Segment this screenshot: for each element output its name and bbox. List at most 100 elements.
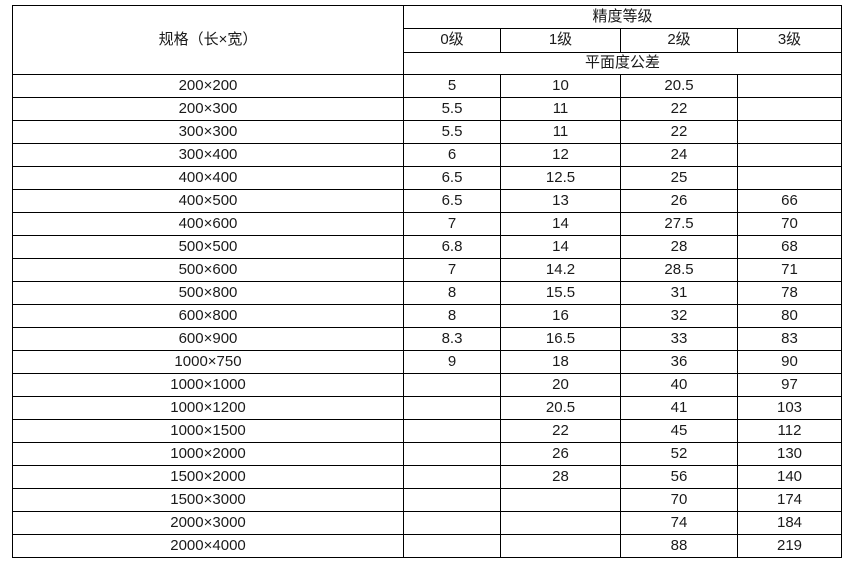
- value-cell: 52: [620, 442, 738, 466]
- value-cell: 26: [620, 189, 738, 213]
- value-cell: 20.5: [620, 74, 738, 98]
- spec-cell: 500×800: [12, 281, 404, 305]
- spec-cell: 1500×2000: [12, 465, 404, 489]
- value-cell: 184: [736, 511, 843, 535]
- value-cell: 14: [500, 235, 621, 259]
- value-cell: 15.5: [500, 281, 621, 305]
- value-cell: 22: [500, 419, 621, 443]
- value-cell: 31: [620, 281, 738, 305]
- table-row: 600×800 8 16 32 80: [12, 304, 843, 328]
- value-cell: 9: [403, 350, 501, 374]
- spec-cell: 1000×2000: [12, 442, 404, 466]
- spec-cell: 1000×1000: [12, 373, 404, 397]
- value-cell: 88: [620, 534, 738, 558]
- table-row: 400×600 7 14 27.5 70: [12, 212, 843, 236]
- table-row: 1000×1500 22 45 112: [12, 419, 843, 443]
- spec-cell: 500×600: [12, 258, 404, 282]
- table-row: 1500×2000 28 56 140: [12, 465, 843, 489]
- value-cell: [736, 166, 843, 190]
- spec-cell: 200×300: [12, 97, 404, 121]
- spec-cell: 600×900: [12, 327, 404, 351]
- spec-header-cell: 规格（长×宽）: [12, 5, 404, 75]
- spec-cell: 2000×3000: [12, 511, 404, 535]
- table-row: 400×400 6.5 12.5 25: [12, 166, 843, 190]
- spec-cell: 500×500: [12, 235, 404, 259]
- value-cell: 28: [500, 465, 621, 489]
- value-cell: 140: [736, 465, 843, 489]
- table-row: 300×300 5.5 11 22: [12, 120, 843, 144]
- spec-cell: 1000×1500: [12, 419, 404, 443]
- value-cell: 18: [500, 350, 621, 374]
- value-cell: 74: [620, 511, 738, 535]
- value-cell: 6.8: [403, 235, 501, 259]
- table-row: 1000×1200 20.5 41 103: [12, 396, 843, 420]
- flatness-tolerance-table: 规格（长×宽） 精度等级 0级 1级 2级 3级 平面度公差 200×200 5 1…: [12, 5, 843, 558]
- value-cell: 90: [736, 350, 843, 374]
- value-cell: 36: [620, 350, 738, 374]
- value-cell: 112: [736, 419, 843, 443]
- value-cell: 97: [736, 373, 843, 397]
- value-cell: 28: [620, 235, 738, 259]
- value-cell: 45: [620, 419, 738, 443]
- table-row: 500×800 8 15.5 31 78: [12, 281, 843, 305]
- value-cell: 130: [736, 442, 843, 466]
- spec-cell: 400×600: [12, 212, 404, 236]
- spec-cell: 200×200: [12, 74, 404, 98]
- value-cell: 16.5: [500, 327, 621, 351]
- value-cell: [403, 442, 501, 466]
- flatness-tolerance-header-cell: 平面度公差: [402, 52, 843, 75]
- value-cell: 20: [500, 373, 621, 397]
- spec-cell: 600×800: [12, 304, 404, 328]
- value-cell: 174: [736, 488, 843, 512]
- value-cell: 13: [500, 189, 621, 213]
- table-row: 1000×2000 26 52 130: [12, 442, 843, 466]
- value-cell: 6.5: [403, 166, 501, 190]
- value-cell: 7: [403, 212, 501, 236]
- value-cell: 68: [736, 235, 843, 259]
- value-cell: 22: [620, 97, 738, 121]
- value-cell: 103: [736, 396, 843, 420]
- value-cell: 10: [500, 74, 621, 98]
- value-cell: 20.5: [500, 396, 621, 420]
- precision-grade-header-cell: 精度等级: [402, 5, 843, 29]
- value-cell: [403, 419, 501, 443]
- spec-cell: 2000×4000: [12, 534, 404, 558]
- value-cell: [403, 465, 501, 489]
- table-row: 1000×750 9 18 36 90: [12, 350, 843, 374]
- value-cell: [736, 120, 843, 144]
- spec-cell: 1000×750: [12, 350, 404, 374]
- value-cell: 14.2: [500, 258, 621, 282]
- value-cell: 78: [736, 281, 843, 305]
- value-cell: 11: [500, 97, 621, 121]
- value-cell: [736, 97, 843, 121]
- table-row: 2000×4000 88 219: [12, 534, 843, 558]
- table-body: 200×200 5 10 20.5 200×300 5.5 11 22 300×300 5.5 11…: [12, 74, 843, 558]
- table-row: 500×600 7 14.2 28.5 71: [12, 258, 843, 282]
- spec-cell: 1000×1200: [12, 396, 404, 420]
- value-cell: 41: [620, 396, 738, 420]
- grade-2-header-cell: 2级: [620, 28, 738, 53]
- spec-cell: 300×400: [12, 143, 404, 167]
- value-cell: 80: [736, 304, 843, 328]
- table-row: 400×500 6.5 13 26 66: [12, 189, 843, 213]
- value-cell: [736, 74, 843, 98]
- value-cell: 56: [620, 465, 738, 489]
- value-cell: 11: [500, 120, 621, 144]
- value-cell: 83: [736, 327, 843, 351]
- spec-cell: 400×500: [12, 189, 404, 213]
- grade-3-header-cell: 3级: [736, 28, 843, 53]
- table-header: 规格（长×宽） 精度等级 0级 1级 2级 3级 平面度公差: [12, 5, 843, 75]
- value-cell: 12.5: [500, 166, 621, 190]
- grade-0-header-cell: 0级: [403, 28, 501, 53]
- table-row: 500×500 6.8 14 28 68: [12, 235, 843, 259]
- value-cell: 27.5: [620, 212, 738, 236]
- value-cell: 14: [500, 212, 621, 236]
- table-row: 2000×3000 74 184: [12, 511, 843, 535]
- value-cell: 66: [736, 189, 843, 213]
- value-cell: 32: [620, 304, 738, 328]
- value-cell: 6: [403, 143, 501, 167]
- value-cell: 16: [500, 304, 621, 328]
- table-row: 1500×3000 70 174: [12, 488, 843, 512]
- value-cell: 40: [620, 373, 738, 397]
